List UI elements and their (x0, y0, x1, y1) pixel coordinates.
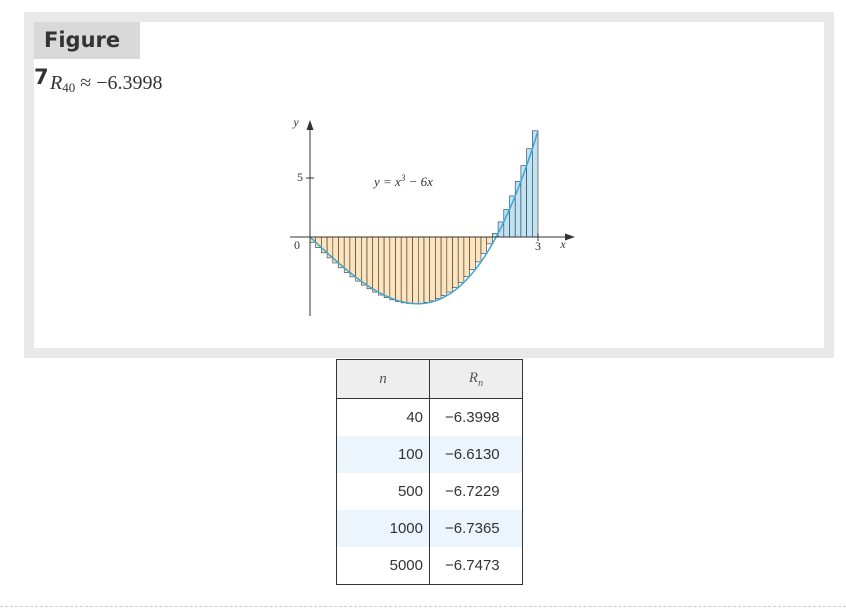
function-curve (309, 130, 539, 305)
header-rn: Rn (429, 359, 523, 399)
table-header-row: n Rn (336, 359, 523, 399)
y-tick-label: 5 (297, 170, 303, 184)
header-n: n (336, 359, 430, 399)
cell-n: 40 (336, 398, 430, 436)
y-axis-label: y (292, 115, 299, 129)
riemann-table: n Rn 40 −6.3998 100 −6.6130 500 −6.7229 100… (336, 359, 523, 585)
x-axis-arrow (565, 233, 575, 241)
table-row: 5000 −6.7473 (336, 547, 523, 585)
bar (372, 236, 379, 293)
bar (440, 236, 448, 296)
header-rn-sub: n (478, 377, 484, 389)
table-row: 100 −6.6130 (336, 436, 523, 473)
bar (486, 236, 493, 245)
bar (520, 165, 527, 238)
bar (355, 236, 362, 282)
bar (406, 236, 413, 304)
cell-rn: −6.6130 (429, 436, 523, 473)
caption-value: ≈ −6.3998 (75, 72, 163, 94)
bar (503, 209, 510, 238)
bar (395, 236, 402, 302)
bar (457, 236, 465, 283)
bar (366, 236, 373, 290)
bar (423, 236, 430, 303)
table-row: 500 −6.7229 (336, 473, 523, 510)
bar (429, 236, 436, 302)
function-label: y = x3 − 6x (372, 173, 433, 189)
function-label-exp: 3 (400, 173, 406, 183)
caption-subscript: 40 (62, 80, 76, 95)
cell-rn: −6.7473 (429, 547, 523, 585)
header-rn-r: R (468, 369, 479, 386)
y-axis-arrow (306, 120, 314, 130)
x-axis-label: x (559, 237, 566, 251)
bar (378, 236, 385, 296)
cell-rn: −6.7365 (429, 510, 523, 547)
bar (383, 236, 391, 298)
cell-n: 1000 (336, 510, 430, 547)
bar (474, 236, 482, 263)
caption-symbol: R (50, 72, 63, 94)
bar (360, 236, 368, 286)
bar (435, 236, 442, 299)
bar (469, 236, 476, 270)
cell-rn: −6.3998 (429, 398, 523, 436)
cell-n: 100 (336, 436, 430, 473)
table-row: 1000 −6.7365 (336, 510, 523, 547)
x-tick-label: 0 (294, 238, 300, 252)
bar (452, 236, 459, 288)
bar (480, 236, 487, 254)
figure-caption: R40 ≈ −6.3998 (50, 72, 162, 96)
bar (417, 236, 425, 304)
table-row: 40 −6.3998 (336, 398, 523, 436)
x-tick-label: 3 (535, 239, 541, 253)
cell-n: 5000 (336, 547, 430, 585)
cell-rn: −6.7229 (429, 473, 523, 510)
figure-label: Figure 7 (34, 22, 140, 89)
bar (343, 236, 351, 273)
bar (412, 236, 419, 305)
function-label-lhs: y = x (372, 174, 401, 189)
bar (389, 236, 396, 301)
bottom-divider (0, 606, 846, 607)
bar (400, 236, 408, 304)
bar (463, 236, 470, 277)
cell-n: 500 (336, 473, 430, 510)
function-label-rhs: − 6x (405, 174, 433, 189)
bar (349, 236, 356, 278)
bar (446, 236, 453, 293)
